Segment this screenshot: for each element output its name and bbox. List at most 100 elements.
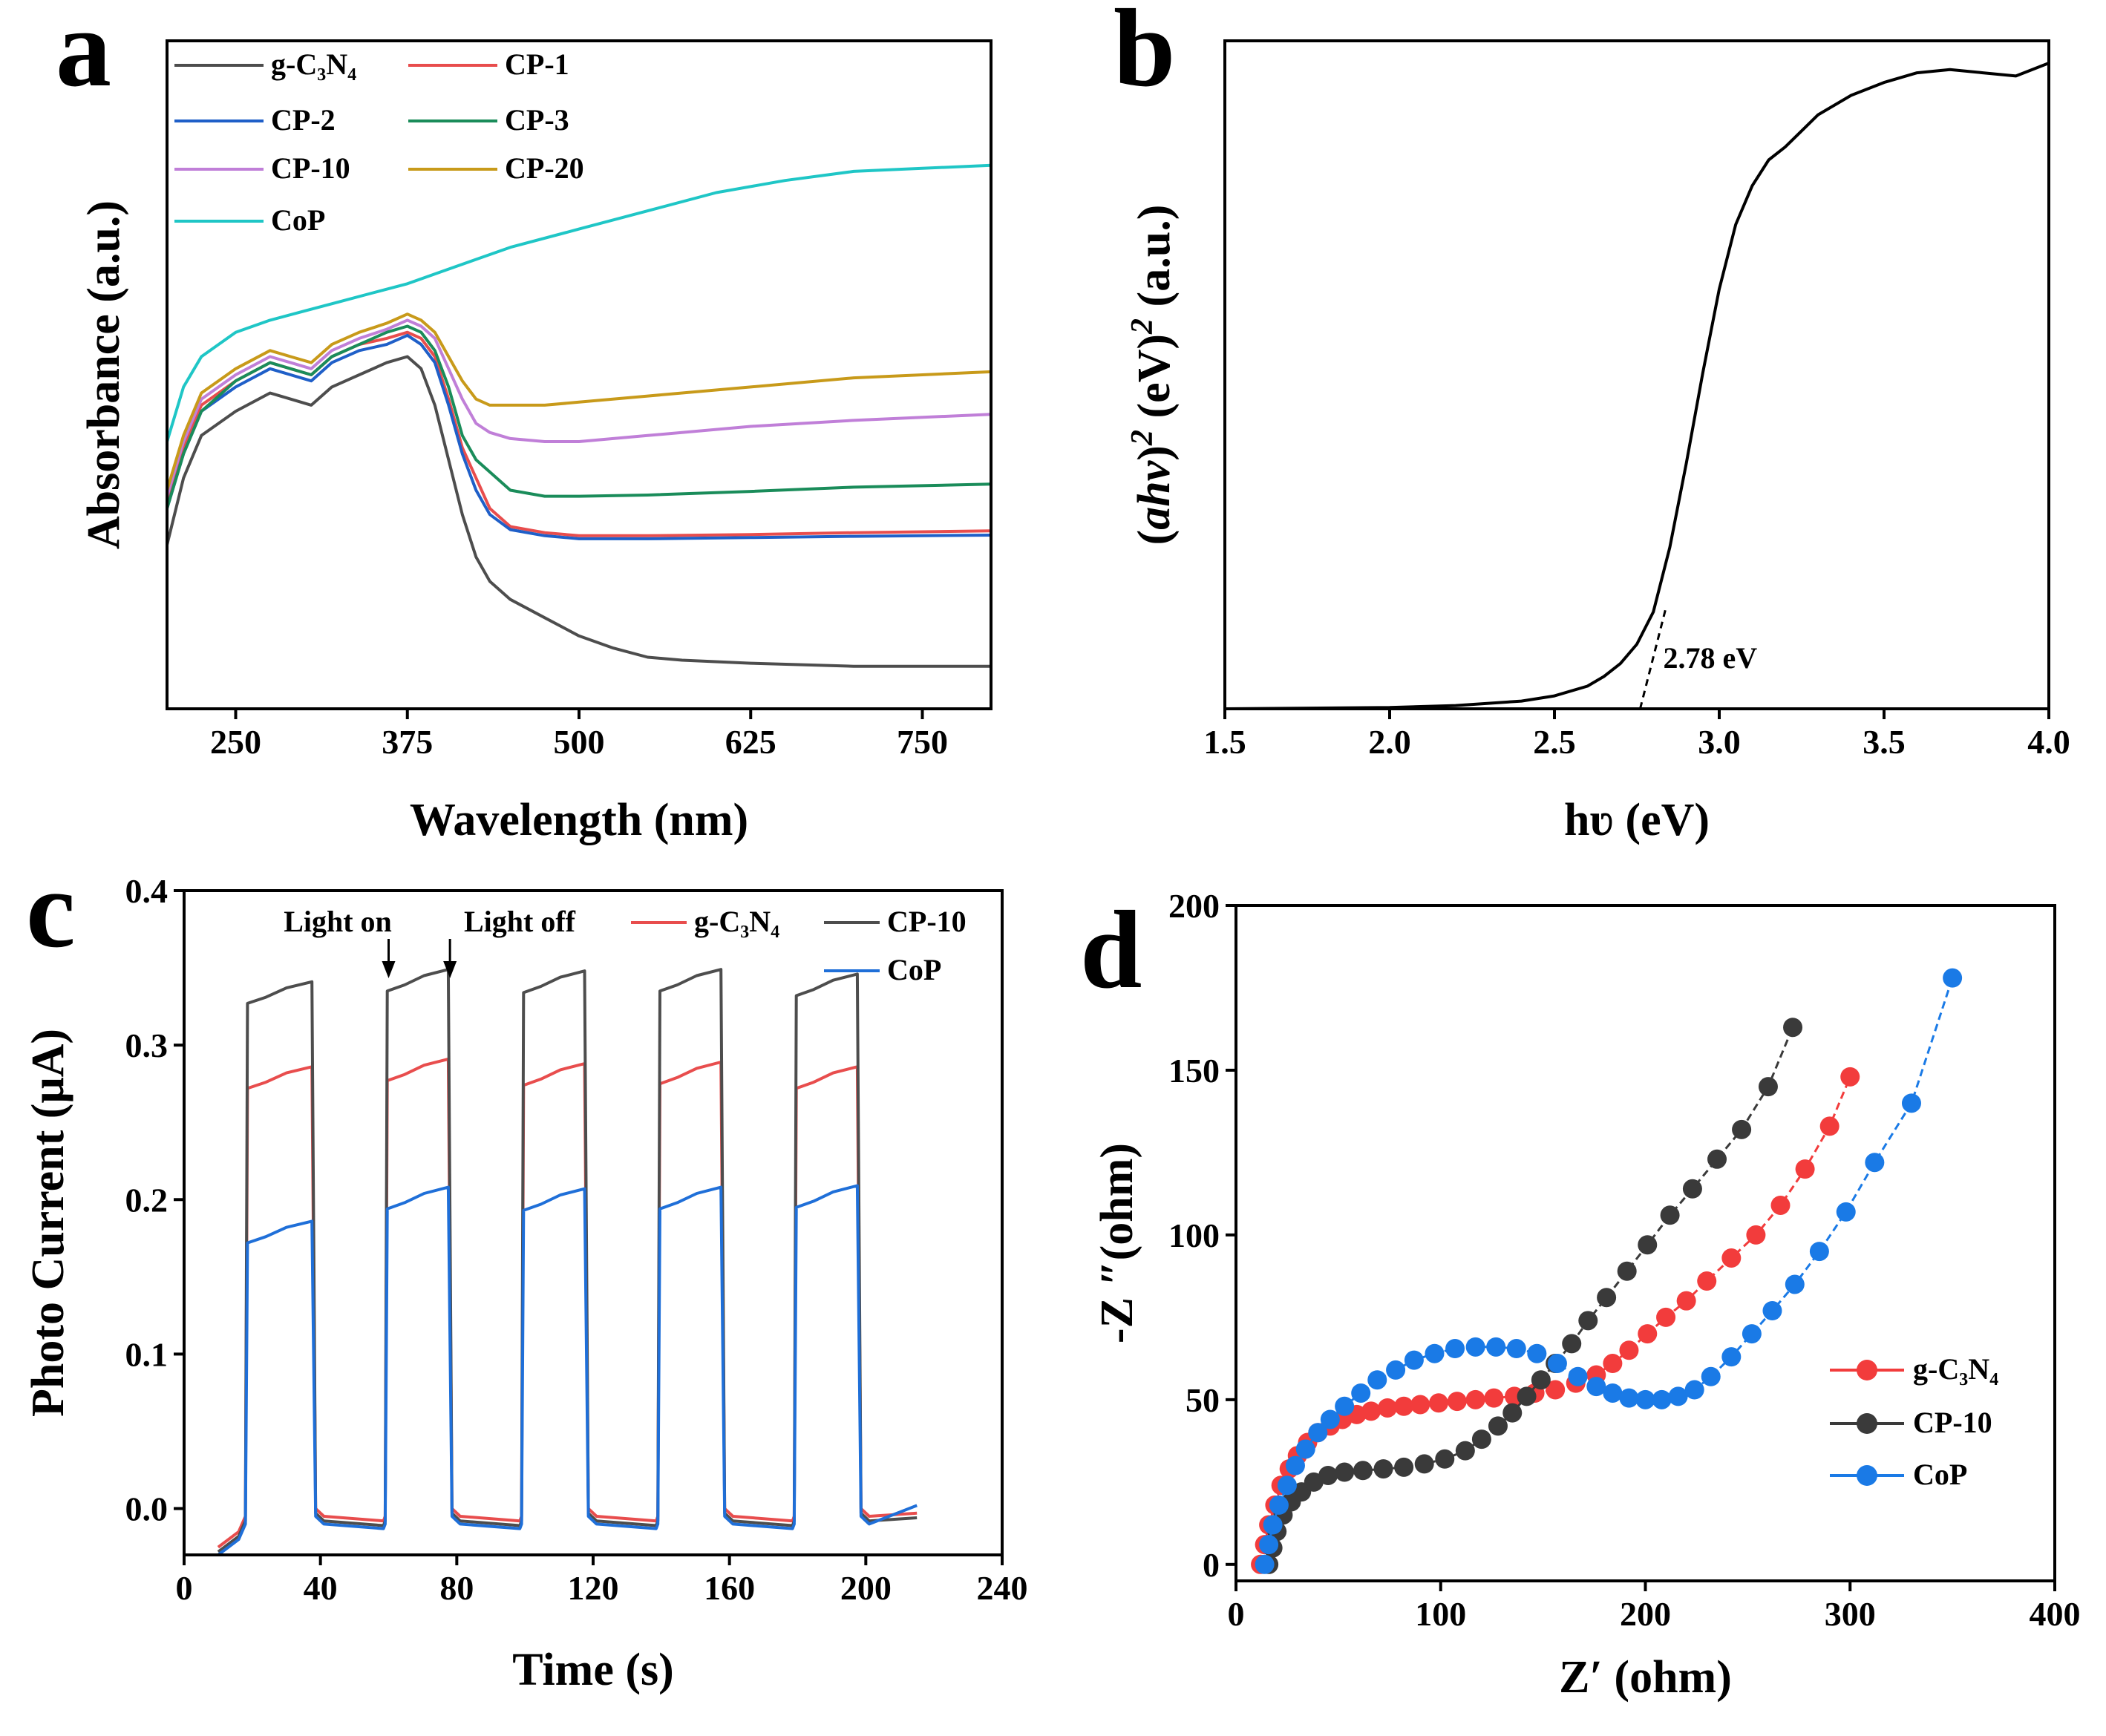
panel-d-xtick-label: 100 bbox=[1415, 1595, 1466, 1633]
series-1-point bbox=[1318, 1465, 1338, 1485]
panel-d-ytick-label: 200 bbox=[1168, 887, 1220, 925]
x-axis-title: hʋ (eV) bbox=[1564, 795, 1710, 845]
series-0-point bbox=[1746, 1225, 1766, 1245]
y-axis-title: -Z ″(ohm) bbox=[1092, 1143, 1142, 1343]
legend-label-1: CP-1 bbox=[505, 48, 569, 81]
series-2-point bbox=[1367, 1370, 1387, 1390]
series-0-point bbox=[1465, 1389, 1485, 1409]
y-axis-title: (ahν)2 (eV)2 (a.u.) bbox=[1125, 205, 1180, 546]
panel-d-xtick-label: 400 bbox=[2030, 1595, 2081, 1633]
series-1-point bbox=[1732, 1119, 1752, 1139]
panel-a-xtick-label: 625 bbox=[725, 723, 776, 761]
light-on-arrowhead bbox=[382, 961, 396, 978]
series-1-point bbox=[1353, 1461, 1373, 1481]
panel-d-xtick-label: 0 bbox=[1228, 1595, 1245, 1633]
series-line-5 bbox=[166, 312, 992, 491]
panel-letter-d: d bbox=[1080, 888, 1142, 1012]
y-axis-title-part: (a.u.) bbox=[1129, 205, 1180, 318]
series-line-6 bbox=[166, 163, 992, 442]
series-2-point bbox=[1547, 1354, 1567, 1374]
series-1-point bbox=[1758, 1077, 1778, 1097]
series-2-point bbox=[1721, 1347, 1742, 1367]
series-1-point bbox=[1578, 1311, 1598, 1331]
series-1-point bbox=[1517, 1386, 1537, 1406]
panel-a-xtick-label: 500 bbox=[554, 723, 605, 761]
series-line-0 bbox=[217, 1057, 918, 1549]
series-0-point bbox=[1819, 1116, 1840, 1136]
x-axis-title: Z′ (ohm) bbox=[1559, 1652, 1732, 1703]
series-0-point bbox=[1770, 1195, 1791, 1215]
panel-b-frame bbox=[1223, 39, 2050, 710]
series-2-point bbox=[1465, 1337, 1485, 1357]
panel-letter-b: b bbox=[1114, 0, 1175, 110]
series-line-1 bbox=[1267, 1026, 1794, 1565]
series-1-point bbox=[1682, 1179, 1702, 1199]
series-2-point bbox=[1568, 1366, 1588, 1386]
panel-a: 250 375 500 625 750 Wavelength (nm) Absorbance… bbox=[79, 39, 992, 845]
x-axis-title: Wavelength (nm) bbox=[410, 795, 748, 845]
panel-c-xtick-label: 0 bbox=[176, 1569, 193, 1607]
series-0-point bbox=[1410, 1395, 1430, 1415]
series-2-point bbox=[1269, 1495, 1289, 1515]
series-1-point bbox=[1435, 1449, 1455, 1469]
series-2-point bbox=[1263, 1515, 1283, 1535]
series-0-point bbox=[1484, 1388, 1504, 1408]
series-0-point bbox=[1603, 1354, 1623, 1374]
legend-label-6: CoP bbox=[271, 203, 325, 237]
series-2-point bbox=[1285, 1455, 1305, 1475]
light-on-annotation: Light on bbox=[284, 905, 392, 938]
series-2-point bbox=[1943, 968, 1963, 988]
panel-a-xtick-label: 250 bbox=[210, 723, 261, 761]
panel-c-ytick-label: 0.0 bbox=[125, 1490, 169, 1528]
panel-d-ytick-label: 150 bbox=[1168, 1052, 1220, 1090]
series-2-point bbox=[1425, 1343, 1445, 1363]
y-axis-title: Photo Current (μA) bbox=[23, 1029, 73, 1417]
series-1-point bbox=[1471, 1429, 1491, 1450]
panel-c-ytick-label: 0.1 bbox=[125, 1335, 169, 1373]
panel-d-xtick-label: 300 bbox=[1825, 1595, 1876, 1633]
y-axis-title-part: 2 bbox=[1125, 430, 1160, 446]
y-axis-title-part: ) bbox=[1129, 445, 1180, 461]
panel-c-ytick-label: 0.3 bbox=[125, 1026, 169, 1064]
legend-label-4: CP-10 bbox=[271, 151, 350, 185]
series-1-point bbox=[1531, 1370, 1551, 1390]
x-axis-title: Time (s) bbox=[512, 1645, 674, 1695]
panel-b-xtick-label: 4.0 bbox=[2027, 723, 2070, 761]
series-2-point bbox=[1619, 1388, 1639, 1408]
series-1-point bbox=[1783, 1018, 1803, 1038]
series-2-point bbox=[1259, 1535, 1279, 1555]
series-2-point bbox=[1762, 1301, 1782, 1320]
series-0-point bbox=[1361, 1401, 1381, 1421]
series-1-point bbox=[1455, 1441, 1475, 1461]
series-line-1 bbox=[217, 968, 918, 1553]
band-gap-tangent bbox=[1638, 605, 1668, 710]
series-1-point bbox=[1707, 1149, 1727, 1169]
panel-c-xtick-label: 160 bbox=[704, 1569, 755, 1607]
y-axis-title-part: (eV) bbox=[1129, 334, 1180, 430]
series-2-point bbox=[1836, 1202, 1856, 1222]
series-2-point bbox=[1404, 1350, 1424, 1370]
legend-marker-1 bbox=[1857, 1413, 1877, 1434]
series-0-point bbox=[1447, 1392, 1467, 1412]
legend-marker-2 bbox=[1857, 1465, 1877, 1486]
panel-c-ytick-label: 0.2 bbox=[125, 1181, 169, 1219]
series-2-point bbox=[1308, 1423, 1328, 1443]
series-0-point bbox=[1638, 1324, 1658, 1344]
series-1-point bbox=[1597, 1288, 1617, 1308]
panel-d-ytick-label: 100 bbox=[1168, 1216, 1220, 1254]
y-axis-title: Absorbance (a.u.) bbox=[79, 200, 129, 549]
legend-label-3: CP-3 bbox=[505, 103, 569, 137]
series-line-2 bbox=[217, 1184, 918, 1556]
series-2-point bbox=[1255, 1554, 1275, 1574]
panel-d-xtick-label: 200 bbox=[1620, 1595, 1671, 1633]
series-line-0 bbox=[1259, 1076, 1851, 1565]
series-1-point bbox=[1414, 1454, 1434, 1474]
panel-b-xtick-label: 1.5 bbox=[1203, 723, 1246, 761]
y-axis-title-part: ahν bbox=[1129, 459, 1180, 529]
series-2-point bbox=[1506, 1339, 1526, 1359]
series-2-point bbox=[1635, 1389, 1655, 1409]
series-2-point bbox=[1386, 1360, 1406, 1380]
series-1-point bbox=[1638, 1235, 1658, 1255]
series-1-point bbox=[1502, 1403, 1523, 1423]
